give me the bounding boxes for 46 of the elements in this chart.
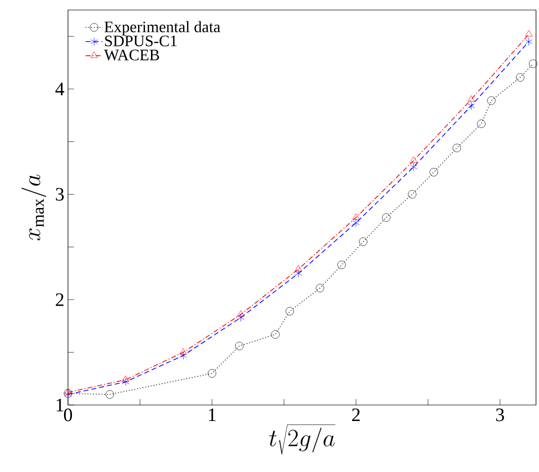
x-tick-label: 3 — [496, 408, 504, 422]
point — [352, 213, 360, 220]
point — [64, 388, 72, 395]
y-tick-label: 2 — [56, 293, 64, 306]
point — [525, 30, 532, 36]
point — [452, 144, 461, 152]
point — [286, 307, 294, 316]
x-tick-label: 0 — [64, 408, 72, 422]
point — [528, 60, 538, 68]
legend-label: SDPUS-C1 — [105, 36, 177, 46]
point — [235, 342, 244, 350]
point — [316, 284, 324, 292]
point — [468, 102, 475, 110]
point — [430, 168, 438, 176]
legend-label: Experimental data — [104, 21, 220, 36]
point — [337, 260, 346, 270]
y-axis-title: $x_{\max}/a$ — [21, 174, 46, 240]
point — [237, 310, 244, 317]
y-tick-label: 1 — [56, 398, 64, 412]
point — [487, 96, 496, 105]
point — [410, 162, 418, 172]
point — [122, 378, 130, 386]
point — [477, 120, 486, 128]
point — [359, 238, 368, 246]
point — [122, 376, 130, 382]
point — [408, 190, 416, 199]
point — [382, 213, 390, 222]
point — [106, 390, 114, 399]
point — [237, 313, 244, 322]
point — [525, 37, 532, 46]
point — [208, 369, 216, 378]
y-tick-label: 3 — [56, 188, 64, 201]
x-tick-label: 1 — [208, 408, 216, 422]
point — [180, 351, 187, 360]
point — [180, 348, 187, 355]
x-axis-title: $t\sqrt{2g/a}$ — [269, 424, 336, 454]
legend-label: WACEB — [104, 50, 160, 60]
point — [516, 73, 524, 82]
point — [352, 218, 360, 227]
point — [294, 269, 302, 278]
point — [410, 156, 418, 163]
point — [271, 330, 280, 339]
x-tick-label: 2 — [352, 408, 360, 422]
point — [468, 95, 475, 102]
y-tick-label: 4 — [55, 82, 64, 96]
point — [294, 264, 302, 272]
